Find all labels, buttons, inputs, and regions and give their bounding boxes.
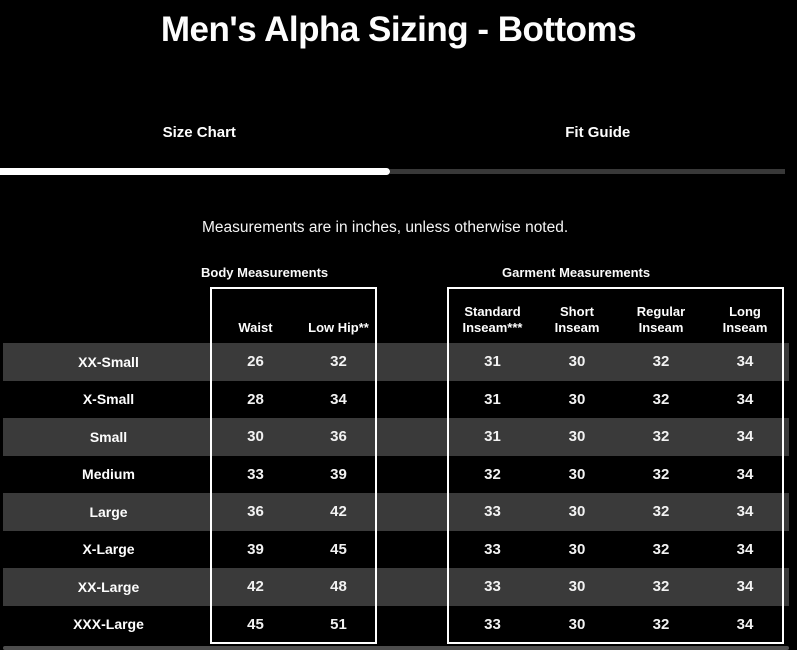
column-gap xyxy=(380,343,450,381)
short-inseam-value: 30 xyxy=(568,503,586,521)
column-gap xyxy=(380,287,450,343)
standard-inseam-value: 33 xyxy=(484,503,501,521)
long-inseam-value: 34 xyxy=(736,540,754,558)
table-row: XX-Small 26 32 31 30 32 34 xyxy=(0,343,789,381)
standard-inseam-value: 32 xyxy=(484,465,501,483)
table-row: Large 36 42 33 30 32 34 xyxy=(0,493,789,531)
page-title: Men's Alpha Sizing - Bottoms xyxy=(160,10,637,49)
long-inseam-value: 34 xyxy=(736,465,754,483)
size-column-header-spacer xyxy=(3,287,214,343)
low-hip-value: 39 xyxy=(330,465,347,483)
short-inseam-value: 30 xyxy=(568,578,586,596)
column-gap xyxy=(380,456,450,494)
size-table: Waist Low Hip** Standard Inseam*** Short… xyxy=(0,287,797,644)
horizontal-scrollbar[interactable] xyxy=(3,646,789,650)
regular-inseam-value: 32 xyxy=(652,615,670,633)
low-hip-value: 48 xyxy=(330,578,347,596)
long-inseam-value: 34 xyxy=(736,578,754,596)
standard-inseam-value: 33 xyxy=(484,540,501,558)
waist-value: 39 xyxy=(247,540,264,558)
body-measurements-group-label: Body Measurements xyxy=(201,265,329,280)
regular-inseam-value: 32 xyxy=(652,503,670,521)
size-label: Medium xyxy=(82,466,135,483)
low-hip-value: 42 xyxy=(330,503,347,521)
column-header-short-inseam: Short Inseam xyxy=(554,303,600,335)
units-note: Measurements are in inches, unless other… xyxy=(202,219,569,236)
low-hip-value: 34 xyxy=(330,390,347,408)
low-hip-value: 32 xyxy=(330,353,347,371)
standard-inseam-value: 31 xyxy=(484,390,501,408)
regular-inseam-value: 32 xyxy=(652,578,670,596)
table-row: Medium 33 39 32 30 32 34 xyxy=(0,456,789,494)
tab-size-chart-label: Size Chart xyxy=(162,124,236,141)
waist-value: 26 xyxy=(247,353,264,371)
low-hip-value: 45 xyxy=(330,540,347,558)
column-gap xyxy=(380,531,450,569)
regular-inseam-value: 32 xyxy=(652,540,670,558)
size-label: XX-Small xyxy=(78,353,139,370)
column-header-long-inseam: Long Inseam xyxy=(722,303,768,335)
waist-value: 30 xyxy=(247,428,264,446)
column-gap xyxy=(380,418,450,456)
standard-inseam-value: 31 xyxy=(484,428,501,446)
column-header-waist: Waist xyxy=(238,319,273,335)
size-label: Small xyxy=(89,428,128,445)
short-inseam-value: 30 xyxy=(568,390,586,408)
regular-inseam-value: 32 xyxy=(652,428,670,446)
long-inseam-value: 34 xyxy=(736,390,754,408)
waist-value: 28 xyxy=(247,390,264,408)
regular-inseam-value: 32 xyxy=(652,353,670,371)
active-tab-indicator xyxy=(0,168,390,175)
long-inseam-value: 34 xyxy=(736,428,754,446)
size-label: X-Large xyxy=(82,541,135,558)
size-label: Large xyxy=(89,503,128,520)
short-inseam-value: 30 xyxy=(568,615,586,633)
standard-inseam-value: 33 xyxy=(484,615,501,633)
table-row: XX-Large 42 48 33 30 32 34 xyxy=(0,568,789,606)
table-row: X-Large 39 45 33 30 32 34 xyxy=(0,531,789,569)
size-label: X-Small xyxy=(82,391,135,408)
size-label: XXX-Large xyxy=(73,616,144,633)
long-inseam-value: 34 xyxy=(736,615,754,633)
standard-inseam-value: 31 xyxy=(484,353,501,371)
waist-value: 45 xyxy=(247,615,264,633)
short-inseam-value: 30 xyxy=(568,353,586,371)
tab-bar: Size Chart Fit Guide xyxy=(0,121,797,145)
column-gap xyxy=(380,381,450,419)
column-gap xyxy=(380,606,450,644)
long-inseam-value: 34 xyxy=(736,353,754,371)
column-header-low-hip: Low Hip** xyxy=(308,319,369,335)
column-header-standard-inseam: Standard Inseam*** xyxy=(462,303,523,335)
regular-inseam-value: 32 xyxy=(652,390,670,408)
size-label: XX-Large xyxy=(77,578,140,595)
size-table-header-row: Waist Low Hip** Standard Inseam*** Short… xyxy=(0,287,789,343)
short-inseam-value: 30 xyxy=(568,465,586,483)
tab-size-chart[interactable]: Size Chart xyxy=(0,121,399,145)
regular-inseam-value: 32 xyxy=(652,465,670,483)
short-inseam-value: 30 xyxy=(568,540,586,558)
low-hip-value: 51 xyxy=(330,615,347,633)
table-row: Small 30 36 31 30 32 34 xyxy=(0,418,789,456)
low-hip-value: 36 xyxy=(330,428,347,446)
column-header-regular-inseam: Regular Inseam xyxy=(636,303,686,335)
garment-measurements-group-label: Garment Measurements xyxy=(502,265,651,280)
waist-value: 42 xyxy=(247,578,264,596)
column-gap xyxy=(380,568,450,606)
long-inseam-value: 34 xyxy=(736,503,754,521)
table-row: X-Small 28 34 31 30 32 34 xyxy=(0,381,789,419)
standard-inseam-value: 33 xyxy=(484,578,501,596)
column-gap xyxy=(380,493,450,531)
waist-value: 33 xyxy=(247,465,264,483)
table-row: XXX-Large 45 51 33 30 32 34 xyxy=(0,606,789,644)
tab-indicator-track xyxy=(0,168,797,176)
inactive-tab-indicator xyxy=(390,169,785,174)
waist-value: 36 xyxy=(247,503,264,521)
tab-fit-guide[interactable]: Fit Guide xyxy=(399,121,797,145)
size-table-body: XX-Small 26 32 31 30 32 34 X-Small 28 34… xyxy=(0,343,797,643)
short-inseam-value: 30 xyxy=(568,428,586,446)
tab-fit-guide-label: Fit Guide xyxy=(565,124,631,141)
